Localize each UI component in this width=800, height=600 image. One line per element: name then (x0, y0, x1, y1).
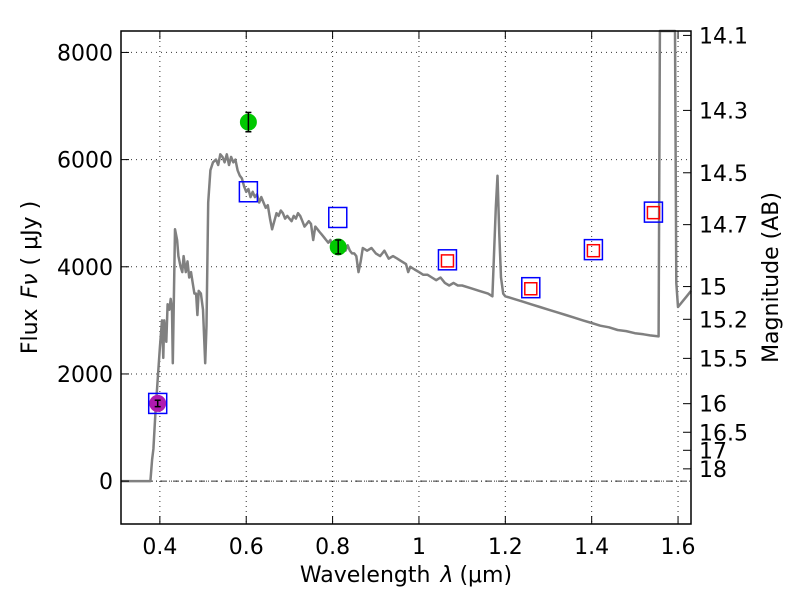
x-tick-label: 0.8 (315, 535, 350, 560)
model-photometry-square (521, 276, 541, 299)
y2-tick-label: 16 (699, 393, 727, 418)
y-axis-label: FluxFν( μJy ) (18, 201, 43, 354)
plot-frame (120, 30, 692, 525)
model-photometry-square-red (440, 254, 455, 268)
model-photometry-square (643, 201, 664, 223)
model-photometry-square (583, 238, 604, 261)
y-tick-label: 0 (99, 470, 113, 495)
y2-tick-label: 16.5 (699, 421, 748, 446)
y2-tick-label: 14.7 (699, 214, 748, 239)
x-tick-label: 1 (412, 535, 426, 560)
x-tick-label: 0.6 (229, 535, 264, 560)
model-photometry-square (437, 249, 458, 271)
axis-ticks: 0.4 0.6 0.8 1 1.2 1.4 1.6 0 2000 4000 6000 8000 14.1… (57, 24, 748, 560)
model-photometry-square (328, 206, 348, 229)
y2-axis-label: Magnitude (AB) (759, 192, 784, 363)
y2-tick-label: 18 (699, 458, 727, 483)
x-tick-label: 1.4 (574, 535, 609, 560)
data-markers (147, 111, 664, 415)
y2-tick-label: 14.1 (699, 24, 748, 49)
x-axis-label: Wavelength λ (μm) (300, 563, 512, 588)
y-tick-label: 2000 (57, 363, 113, 388)
model-spectrum-line (121, 29, 692, 483)
y2-tick-label: 15.5 (699, 347, 748, 372)
y-tick-label: 6000 (57, 149, 113, 174)
x-tick-label: 1.2 (488, 535, 523, 560)
y2-tick-label: 14.3 (699, 99, 748, 124)
model-photometry-square-red (586, 243, 601, 258)
y2-tick-label: 17 (699, 439, 727, 464)
y2-tick-label: 14.5 (699, 162, 748, 187)
x-tick-label: 0.4 (142, 535, 177, 560)
model-photometry-square-red (524, 282, 538, 296)
model-photometry-square (238, 181, 259, 203)
model-photometry-square-red (646, 205, 661, 220)
model-photometry-square (147, 392, 168, 415)
x-tick-label: 1.6 (661, 535, 696, 560)
y-tick-label: 4000 (57, 256, 113, 281)
y2-tick-label: 15 (699, 276, 727, 301)
y2-tick-label: 15.2 (699, 308, 748, 333)
y-tick-label: 8000 (57, 41, 113, 66)
